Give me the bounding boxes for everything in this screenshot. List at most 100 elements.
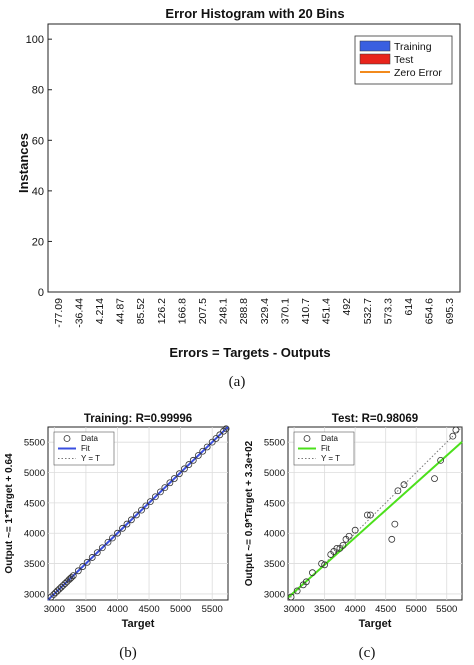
test-legend-label-identity: Y = T (321, 454, 340, 463)
test-data-point-22 (437, 456, 445, 464)
test-data-point-24 (452, 426, 460, 434)
training-x-axis-label: Target (122, 618, 155, 630)
test-x-tick-label-3: 4500 (375, 604, 396, 615)
test-x-tick-label-5: 5500 (436, 604, 457, 615)
legend-swatch-training (359, 40, 391, 52)
x-tick-label-8: 248.1 (218, 298, 230, 324)
training-data-point-30 (157, 488, 164, 496)
x-tick-label-16: 573.3 (382, 298, 394, 324)
test-title: Test: R=0.98069 (332, 413, 418, 425)
test-fit-line (287, 441, 463, 599)
histogram-x-axis-label: Errors = Targets - Outputs (169, 345, 330, 360)
training-x-tick-label-2: 4000 (107, 604, 128, 615)
test-data-point-9 (333, 545, 341, 552)
test-data-point-5 (318, 560, 325, 567)
training-data-point-5 (57, 583, 65, 591)
training-regression-plot: Training: R=0.99996 3000 3500 4000 4500 5000 5… (4, 413, 230, 630)
training-data-point-25 (133, 511, 140, 519)
training-data-point-11 (67, 574, 75, 581)
test-x-tick-label-4: 5000 (406, 604, 427, 615)
x-tick-label-18: 654.6 (424, 298, 436, 324)
training-data-point-20 (109, 534, 116, 542)
test-data-point-20 (400, 481, 408, 489)
x-tick-label-12: 410.7 (300, 298, 312, 324)
x-tick-label-1: -36.44 (73, 298, 85, 328)
training-data-point-12 (69, 572, 77, 580)
training-x-tick-label-1: 3500 (75, 604, 96, 615)
training-data-point-24 (127, 516, 135, 524)
training-data-point-14 (79, 563, 87, 570)
test-data-point-4 (309, 569, 316, 577)
training-data-point-13 (74, 567, 82, 575)
x-tick-label-7: 207.5 (197, 298, 209, 324)
training-data-point-1 (50, 591, 58, 598)
training-data-point-21 (114, 529, 121, 537)
test-data-point-19 (394, 487, 402, 495)
histogram-title: Error Histogram with 20 Bins (165, 6, 344, 21)
test-data-point-16 (367, 511, 374, 519)
training-data-point-45 (222, 425, 230, 433)
training-data-point-42 (212, 435, 220, 442)
y-tick-label-1: 20 (32, 236, 44, 248)
test-x-tick-label-1: 3500 (314, 604, 335, 615)
test-y-tick-label-0: 3000 (264, 589, 285, 600)
caption-b: (b) (119, 645, 137, 661)
test-data-point-14 (351, 526, 359, 534)
caption-c: (c) (359, 645, 376, 661)
training-data-point-23 (123, 520, 131, 528)
x-tick-label-14: 492 (341, 298, 353, 316)
training-data-point-37 (189, 456, 197, 464)
training-data-point-15 (83, 558, 91, 566)
test-data-point-18 (391, 520, 399, 528)
legend-label-test: Test (394, 54, 413, 66)
training-data-point-31 (161, 484, 169, 492)
test-identity-line (287, 426, 463, 601)
training-legend-label-fit: Fit (81, 444, 91, 453)
test-x-axis-label: Target (359, 618, 392, 630)
x-tick-label-11: 370.1 (279, 298, 291, 324)
test-y-tick-label-3: 4500 (264, 498, 285, 509)
test-legend-label-fit: Fit (321, 444, 331, 453)
training-x-tick-label-5: 5500 (202, 604, 223, 615)
y-tick-label-0: 0 (38, 287, 44, 299)
test-data-point-17 (388, 535, 396, 543)
training-data-point-19 (104, 538, 112, 546)
training-data-point-26 (138, 506, 145, 514)
error-histogram: Error Histogram with 20 Bins Instances E… (16, 6, 461, 360)
training-data-point-27 (142, 502, 150, 510)
training-y-tick-label-5: 5500 (24, 438, 45, 449)
y-tick-label-3: 60 (32, 135, 44, 147)
test-data-point-15 (363, 511, 371, 519)
training-data-point-6 (59, 581, 67, 589)
y-tick-label-2: 40 (32, 186, 44, 198)
training-data-point-32 (166, 479, 174, 487)
training-x-tick-label-0: 3000 (44, 604, 65, 615)
x-tick-label-3: 44.87 (115, 298, 127, 324)
training-data-point-43 (216, 431, 224, 439)
training-y-tick-label-4: 5000 (24, 468, 45, 479)
x-tick-label-0: -77.09 (53, 298, 65, 328)
training-data-point-0 (47, 593, 55, 601)
test-x-tick-label-2: 4000 (345, 604, 366, 615)
x-tick-label-9: 288.8 (238, 298, 250, 324)
test-x-tick-label-0: 3000 (284, 604, 305, 615)
training-data-point-34 (175, 470, 183, 478)
training-x-tick-label-4: 5000 (170, 604, 191, 615)
x-tick-label-13: 451.4 (321, 298, 333, 324)
test-y-axis-label: Output ~= 0.9*Target + 3.3e+02 (244, 440, 255, 586)
training-data-point-3 (54, 587, 61, 595)
x-tick-label-6: 166.8 (176, 298, 188, 324)
test-legend-label-data: Data (321, 434, 338, 443)
training-y-tick-label-2: 4000 (24, 529, 45, 540)
training-data-point-40 (203, 443, 211, 451)
training-fit-line (47, 426, 229, 601)
test-y-tick-label-1: 3500 (264, 559, 285, 570)
training-data-point-16 (88, 554, 96, 561)
caption-a: (a) (229, 374, 246, 390)
x-tick-label-10: 329.4 (259, 298, 271, 324)
training-data-point-9 (65, 576, 73, 584)
training-data-point-2 (52, 589, 59, 597)
test-data-point-3 (302, 578, 310, 586)
training-data-point-29 (151, 493, 159, 501)
